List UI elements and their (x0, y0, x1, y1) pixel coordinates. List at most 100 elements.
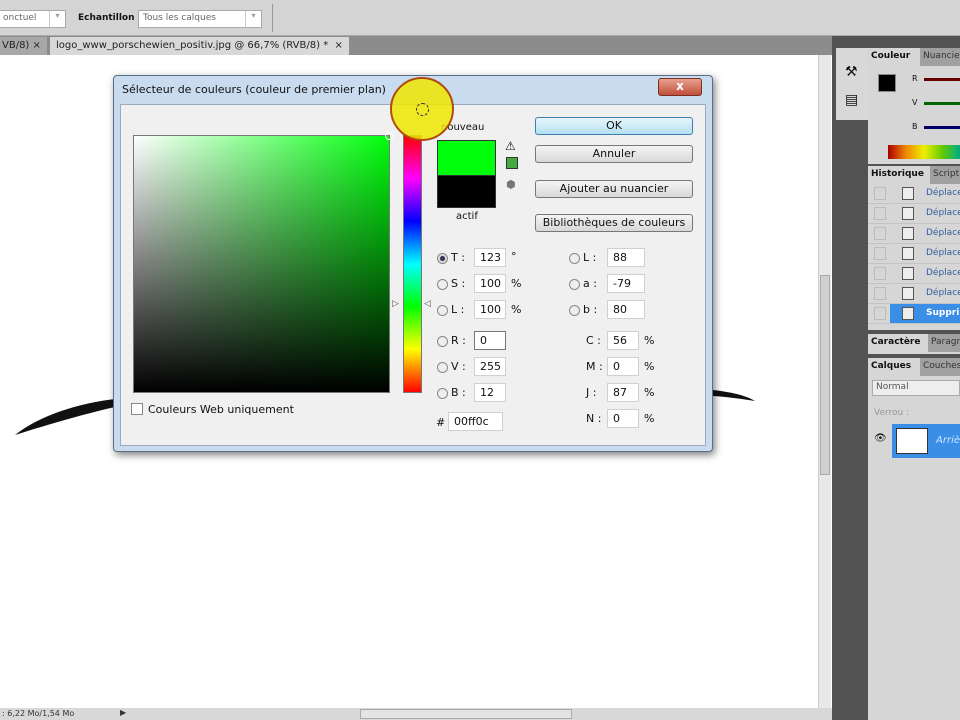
hue-input[interactable]: 123 (474, 248, 506, 267)
history-label: Déplacer (926, 188, 960, 198)
close-icon[interactable]: × (334, 40, 343, 51)
yellow-label: J : (586, 386, 597, 399)
slider-r[interactable] (924, 78, 960, 81)
web-only-label: Couleurs Web uniquement (148, 403, 294, 416)
current-color-swatch[interactable] (437, 175, 496, 208)
green-label: V : (451, 360, 466, 373)
brightness-label: L : (451, 303, 465, 316)
add-to-swatches-button[interactable]: Ajouter au nuancier (535, 180, 693, 198)
tab-document-active[interactable]: logo_www_porschewien_positiv.jpg @ 66,7%… (50, 37, 349, 55)
red-input[interactable]: 0 (474, 331, 506, 350)
slider-b[interactable] (924, 126, 960, 129)
radio-lab-a[interactable] (569, 279, 580, 290)
layer-row[interactable]: 👁 Arrière-plan (868, 424, 960, 458)
tab-label: VB/8) (2, 40, 30, 51)
channel-v: V (912, 98, 918, 107)
history-label: Déplacer (926, 268, 960, 278)
color-ramp[interactable] (888, 145, 960, 159)
web-safe-cube-icon[interactable]: ⬢ (506, 178, 516, 191)
scroll-thumb[interactable] (820, 275, 830, 475)
foreground-swatch[interactable] (878, 74, 896, 92)
color-libraries-button[interactable]: Bibliothèques de couleurs (535, 214, 693, 232)
gamut-warning-icon[interactable]: ⚠ (505, 139, 516, 153)
gamut-swatch[interactable] (506, 157, 518, 169)
mode-select[interactable]: onctuel ▾ (0, 10, 66, 28)
blue-label: B : (451, 386, 466, 399)
radio-red[interactable] (437, 336, 448, 347)
lab-a-input[interactable]: -79 (607, 274, 645, 293)
lab-l-input[interactable]: 88 (607, 248, 645, 267)
checkbox[interactable] (874, 187, 886, 200)
sample-label: Echantillon : (78, 13, 142, 23)
eye-icon[interactable]: 👁 (874, 433, 887, 444)
tab-paragraphe[interactable]: Paragraphe (928, 334, 960, 352)
tab-nuancier[interactable]: Nuancier (920, 48, 960, 66)
arrow-right-icon[interactable]: ▶ (120, 708, 127, 717)
radio-blue[interactable] (437, 388, 448, 399)
blue-input[interactable]: 12 (474, 383, 506, 402)
lab-a-label: a : (583, 277, 597, 290)
history-item[interactable]: Déplacer (868, 264, 960, 284)
checkbox[interactable] (874, 307, 886, 320)
checkbox[interactable] (874, 247, 886, 260)
cyan-input[interactable]: 56 (607, 331, 639, 350)
history-item[interactable]: Déplacer (868, 224, 960, 244)
checkbox[interactable] (874, 287, 886, 300)
history-item-selected[interactable]: Supprimer (868, 304, 960, 324)
tab-couleur[interactable]: Couleur (868, 48, 916, 66)
status-bar: : 6,22 Mo/1,54 Mo ▶ (0, 708, 832, 720)
picker-circle[interactable] (385, 132, 393, 140)
horizontal-scrollbar[interactable] (360, 709, 572, 719)
yellow-input[interactable]: 87 (607, 383, 639, 402)
color-field[interactable] (133, 132, 393, 393)
history-item[interactable]: Déplacer (868, 244, 960, 264)
lab-b-input[interactable]: 80 (607, 300, 645, 319)
magenta-input[interactable]: 0 (607, 357, 639, 376)
green-input[interactable]: 255 (474, 357, 506, 376)
checkbox[interactable] (874, 227, 886, 240)
tab-document-1[interactable]: VB/8) × (0, 37, 47, 55)
hue-slider[interactable] (403, 135, 422, 393)
tab-label: logo_www_porschewien_positiv.jpg @ 66,7%… (56, 40, 329, 51)
sample-select[interactable]: Tous les calques ▾ (138, 10, 262, 28)
radio-hue[interactable] (437, 253, 448, 264)
checkbox[interactable] (874, 267, 886, 280)
history-item[interactable]: Déplacer (868, 184, 960, 204)
hex-input[interactable]: 00ff0c (448, 412, 503, 431)
radio-lab-l[interactable] (569, 253, 580, 264)
channel-r: R (912, 74, 918, 83)
history-item[interactable]: Déplacer (868, 284, 960, 304)
close-icon[interactable]: × (32, 40, 41, 51)
channel-b: B (912, 122, 918, 131)
history-item[interactable]: Déplacer (868, 204, 960, 224)
close-button[interactable]: x (658, 78, 702, 96)
tab-caractere[interactable]: Caractère (868, 334, 926, 352)
tab-calques[interactable]: Calques (868, 358, 916, 376)
brightness-unit: % (511, 303, 522, 316)
tab-historique[interactable]: Historique (868, 166, 928, 184)
web-only-checkbox[interactable] (131, 403, 143, 415)
blend-mode-select[interactable]: Normal (872, 380, 960, 396)
slider-v[interactable] (924, 102, 960, 105)
document-tabs: VB/8) × logo_www_porschewien_positiv.jpg… (0, 36, 832, 55)
hue-arrow-left[interactable]: ▷ (392, 299, 399, 309)
tab-couches[interactable]: Couches (920, 358, 960, 376)
layer-thumbnail (896, 428, 928, 454)
radio-brightness[interactable] (437, 305, 448, 316)
tab-script[interactable]: Script (930, 166, 960, 184)
saturation-input[interactable]: 100 (474, 274, 506, 293)
vertical-scrollbar[interactable] (818, 55, 831, 708)
black-input[interactable]: 0 (607, 409, 639, 428)
radio-lab-b[interactable] (569, 305, 580, 316)
brightness-input[interactable]: 100 (474, 300, 506, 319)
lock-label: Verrou : (874, 408, 910, 418)
radio-green[interactable] (437, 362, 448, 373)
ok-button[interactable]: OK (535, 117, 693, 135)
layers-comp-icon[interactable]: ▤ (845, 92, 859, 108)
cancel-button[interactable]: Annuler (535, 145, 693, 163)
checkbox[interactable] (874, 207, 886, 220)
options-bar: onctuel ▾ Echantillon : Tous les calques ▾ (0, 0, 960, 36)
tools-icon[interactable]: ⚒ (845, 64, 858, 80)
radio-saturation[interactable] (437, 279, 448, 290)
hue-arrow-right[interactable]: ◁ (424, 299, 431, 309)
